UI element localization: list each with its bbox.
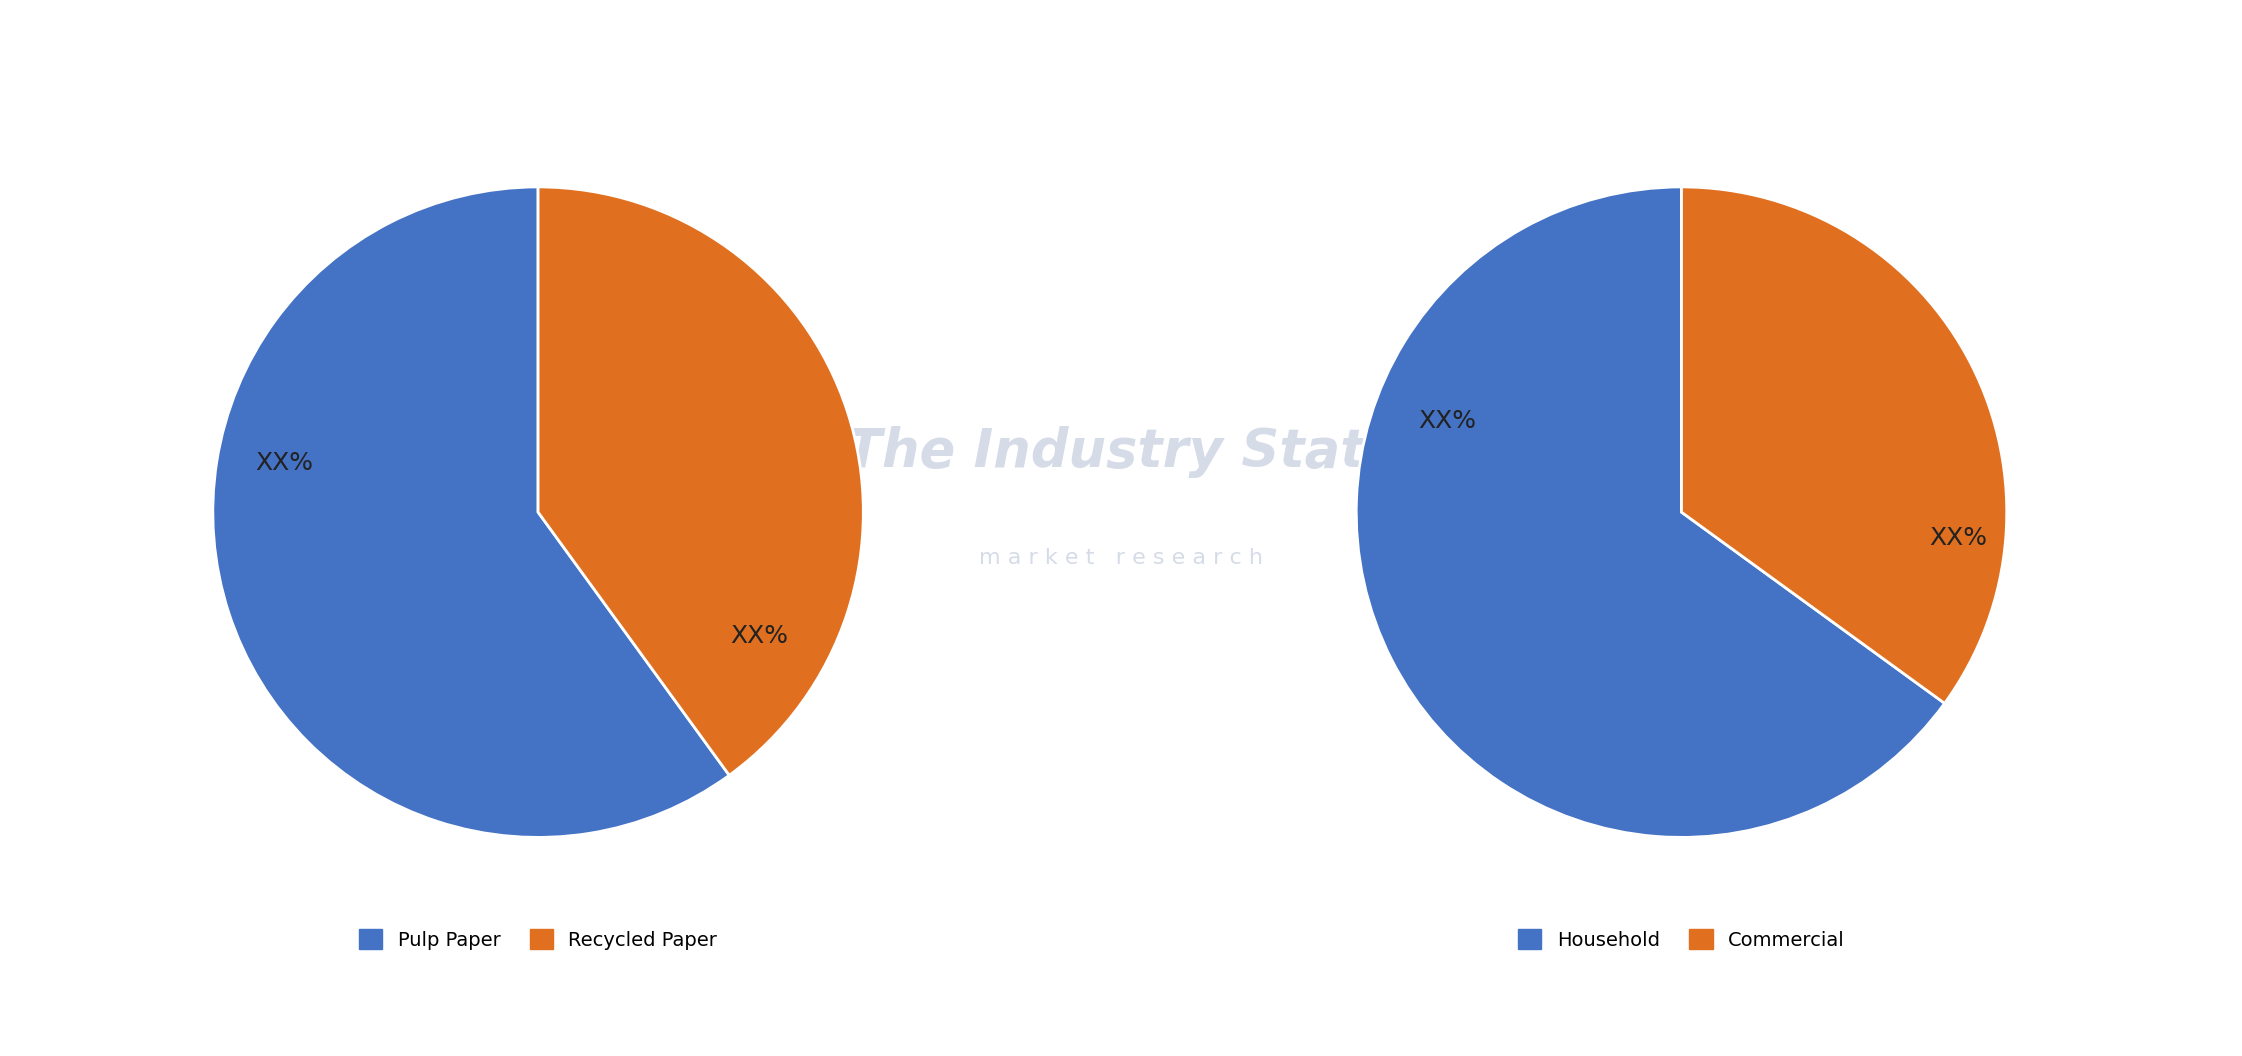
Text: The Industry Stats: The Industry Stats — [845, 427, 1397, 478]
Text: XX%: XX% — [1928, 526, 1986, 550]
Text: Fig. Global Toilet Paper Market Share by Product Types & Application: Fig. Global Toilet Paper Market Share by… — [27, 41, 1110, 70]
Wedge shape — [1356, 187, 1944, 837]
Legend: Pulp Paper, Recycled Paper: Pulp Paper, Recycled Paper — [352, 922, 724, 958]
Text: Website: www.theindustrystats.com: Website: www.theindustrystats.com — [1847, 1008, 2215, 1027]
Text: Email: sales@theindustrystats.com: Email: sales@theindustrystats.com — [944, 1008, 1298, 1027]
Wedge shape — [1682, 187, 2007, 703]
Legend: Household, Commercial: Household, Commercial — [1511, 922, 1852, 958]
Text: Source: Theindustrystats Analysis: Source: Theindustrystats Analysis — [27, 1008, 372, 1027]
Text: XX%: XX% — [1419, 409, 1475, 433]
Text: XX%: XX% — [256, 451, 314, 475]
Text: m a r k e t   r e s e a r c h: m a r k e t r e s e a r c h — [980, 548, 1262, 568]
Wedge shape — [213, 187, 729, 837]
Text: XX%: XX% — [731, 624, 789, 647]
Wedge shape — [538, 187, 863, 775]
